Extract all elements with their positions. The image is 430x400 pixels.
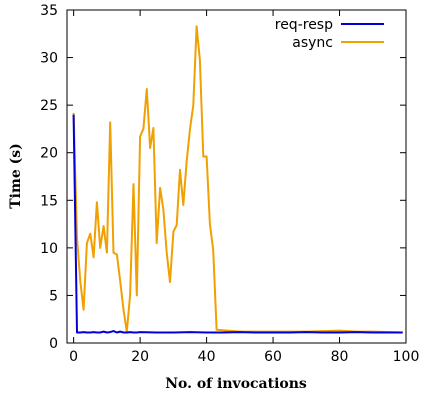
y-tick-label: 15 [40,193,58,209]
series [72,25,403,334]
y-axis-title: Time (s) [8,143,24,208]
series-line-async [72,25,403,334]
plot-frame [66,9,407,344]
y-tick-label: 30 [40,51,58,67]
x-tick-label: 100 [393,349,420,365]
y-tick-label: 25 [40,98,58,114]
y-tick-label: 0 [49,336,58,352]
x-tick-label: 60 [264,349,282,365]
ticks: 0 20 40 60 80 100 0 5 10 15 20 25 30 35 [40,3,419,365]
y-tick-label: 10 [40,241,58,257]
legend-label-async: async [292,35,333,51]
y-tick-label: 5 [49,288,58,304]
y-tick-label: 35 [40,3,58,19]
legend-label-req-resp: req-resp [275,17,333,33]
x-tick-label: 40 [198,349,216,365]
y-tick-label: 20 [40,146,58,162]
x-tick-label: 80 [331,349,349,365]
x-tick-label: 20 [131,349,149,365]
series-line-req-resp [72,114,403,334]
x-axis-title: No. of invocations [165,376,307,392]
x-tick-label: 0 [69,349,78,365]
legend: req-resp async [275,17,384,51]
